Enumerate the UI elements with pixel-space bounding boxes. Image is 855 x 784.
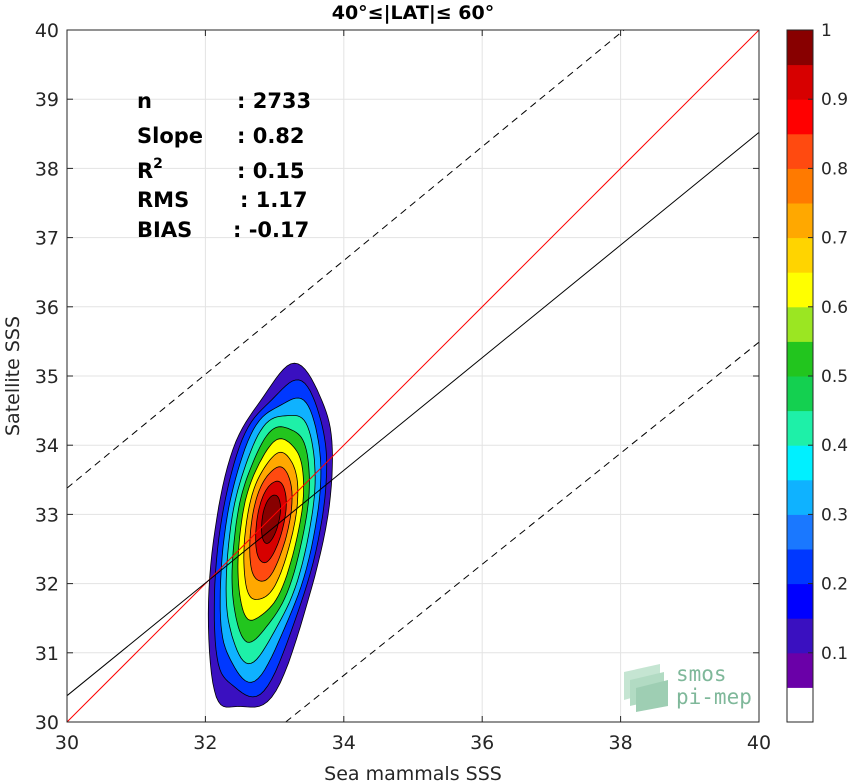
colorbar-tick-label: 1 bbox=[821, 21, 832, 41]
x-tick-label: 40 bbox=[747, 732, 771, 754]
stat-label: n bbox=[137, 89, 152, 113]
regression-line bbox=[66, 132, 760, 697]
colorbar-segment bbox=[787, 99, 813, 135]
stat-value: : 2733 bbox=[237, 89, 311, 113]
y-tick-label: 36 bbox=[35, 297, 59, 319]
logo-line1: smos bbox=[676, 662, 727, 686]
colorbar-segment bbox=[787, 272, 813, 308]
colorbar-tick-label: 0.2 bbox=[821, 575, 848, 595]
colorbar-tick-label: 0.6 bbox=[821, 298, 848, 318]
colorbar-segment bbox=[787, 376, 813, 412]
upper-bound-line bbox=[66, 29, 625, 489]
logo-line2: pi-mep bbox=[676, 685, 752, 709]
x-tick-label: 30 bbox=[55, 732, 79, 754]
colorbar-segment bbox=[787, 168, 813, 204]
colorbar-segment bbox=[787, 549, 813, 585]
x-tick-label: 36 bbox=[470, 732, 494, 754]
colorbar-segment bbox=[787, 652, 813, 688]
colorbar-segment bbox=[787, 514, 813, 550]
colorbar-segment bbox=[787, 64, 813, 100]
colorbar-segment bbox=[787, 133, 813, 169]
stat-value: : 0.82 bbox=[237, 124, 305, 148]
colorbar-segment bbox=[787, 618, 813, 654]
stat-value: : 0.15 bbox=[237, 159, 305, 183]
reference-lines bbox=[66, 29, 760, 723]
colorbar-tick-label: 0.3 bbox=[821, 505, 848, 525]
y-tick-label: 30 bbox=[35, 712, 59, 734]
identity-line bbox=[66, 29, 760, 723]
y-tick-label: 39 bbox=[35, 89, 59, 111]
x-axis-label: Sea mammals SSS bbox=[324, 763, 502, 784]
colorbar-segment bbox=[787, 306, 813, 342]
stat-label: RMS bbox=[137, 188, 189, 212]
colorbar-segment bbox=[787, 687, 813, 723]
x-tick-label: 38 bbox=[609, 732, 633, 754]
smos-pi-mep-logo: smos pi-mep bbox=[624, 662, 752, 712]
y-tick-label: 38 bbox=[35, 158, 59, 180]
stat-label: BIAS bbox=[137, 218, 192, 242]
density-contours bbox=[207, 362, 333, 708]
colorbar-tick-label: 0.7 bbox=[821, 229, 848, 249]
colorbar-segment bbox=[787, 479, 813, 515]
y-tick-label: 35 bbox=[35, 366, 59, 388]
chart-title: 40°≤|LAT|≤ 60° bbox=[332, 2, 495, 24]
stat-value: : 1.17 bbox=[240, 188, 308, 212]
y-axis-label: Satellite SSS bbox=[2, 316, 24, 436]
y-tick-label: 37 bbox=[35, 228, 59, 250]
y-tick-label: 33 bbox=[35, 504, 59, 526]
y-tick-label: 34 bbox=[35, 435, 59, 457]
colorbar-tick-label: 0.1 bbox=[821, 644, 848, 664]
colorbar-segment bbox=[787, 30, 813, 66]
colorbar-segment bbox=[787, 445, 813, 481]
x-tick-label: 34 bbox=[332, 732, 356, 754]
stat-label: Slope bbox=[137, 124, 203, 148]
axis-ticks: 30 32 34 36 38 40 30 31 32 33 34 35 36 37 38 39 40 bbox=[35, 20, 771, 754]
y-tick-label: 31 bbox=[35, 643, 59, 665]
colorbar-tick-label: 0.9 bbox=[821, 90, 848, 110]
colorbar: 0.1 0.2 0.3 0.4 0.5 0.6 0.7 0.8 0.9 1 bbox=[786, 21, 848, 723]
colorbar-segment bbox=[787, 237, 813, 273]
stat-value: : -0.17 bbox=[233, 218, 309, 242]
x-tick-label: 32 bbox=[193, 732, 217, 754]
colorbar-tick-label: 0.4 bbox=[821, 436, 848, 456]
colorbar-tick-label: 0.5 bbox=[821, 367, 848, 387]
y-tick-label: 32 bbox=[35, 574, 59, 596]
colorbar-tick-label: 0.8 bbox=[821, 159, 848, 179]
colorbar-segment bbox=[787, 341, 813, 377]
lower-bound-line bbox=[285, 341, 760, 723]
colorbar-segment bbox=[787, 583, 813, 619]
colorbar-segment bbox=[787, 203, 813, 239]
colorbar-segment bbox=[787, 410, 813, 446]
y-tick-label: 40 bbox=[35, 20, 59, 42]
contour-level-10 bbox=[261, 494, 281, 544]
